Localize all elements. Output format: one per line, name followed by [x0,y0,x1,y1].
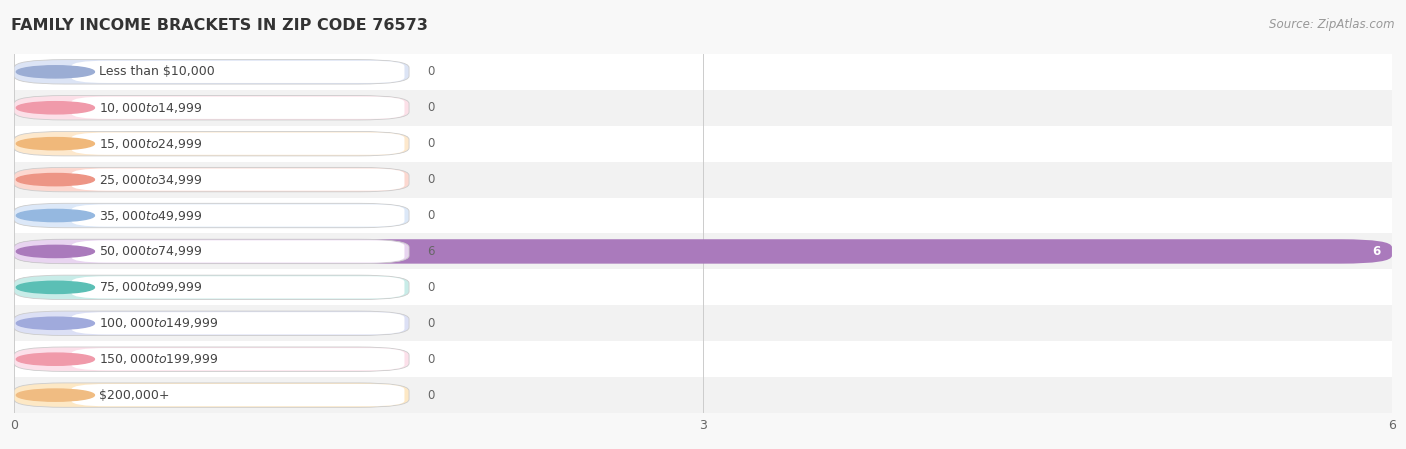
Bar [14,233,1392,269]
FancyBboxPatch shape [14,347,409,371]
Text: 6: 6 [427,245,434,258]
FancyBboxPatch shape [14,275,409,299]
FancyBboxPatch shape [14,132,409,156]
FancyBboxPatch shape [14,239,409,264]
Circle shape [17,173,94,186]
FancyBboxPatch shape [72,61,405,83]
Text: 0: 0 [427,281,434,294]
FancyBboxPatch shape [14,311,409,335]
Bar [14,269,1392,305]
FancyBboxPatch shape [72,168,405,191]
Circle shape [17,209,94,222]
Circle shape [17,101,94,114]
Bar [14,198,1392,233]
Circle shape [17,245,94,258]
Text: 0: 0 [427,353,434,365]
FancyBboxPatch shape [72,97,405,119]
Text: 0: 0 [427,173,434,186]
FancyBboxPatch shape [14,203,409,228]
Bar [14,377,1392,413]
Bar [14,126,1392,162]
Text: Source: ZipAtlas.com: Source: ZipAtlas.com [1270,18,1395,31]
Bar [14,54,1392,90]
FancyBboxPatch shape [14,60,409,84]
Bar [14,162,1392,198]
FancyBboxPatch shape [72,132,405,155]
FancyBboxPatch shape [14,383,409,407]
FancyBboxPatch shape [14,239,1392,264]
Text: $10,000 to $14,999: $10,000 to $14,999 [98,101,202,115]
FancyBboxPatch shape [14,167,409,192]
FancyBboxPatch shape [72,384,405,406]
FancyBboxPatch shape [72,276,405,299]
Text: $75,000 to $99,999: $75,000 to $99,999 [98,280,202,295]
FancyBboxPatch shape [72,240,405,263]
Circle shape [17,281,94,294]
Bar [14,305,1392,341]
FancyBboxPatch shape [72,204,405,227]
Text: Less than $10,000: Less than $10,000 [98,66,215,78]
Text: $25,000 to $34,999: $25,000 to $34,999 [98,172,202,187]
Text: 0: 0 [427,66,434,78]
Circle shape [17,66,94,78]
Text: 0: 0 [427,209,434,222]
FancyBboxPatch shape [72,348,405,370]
Text: $15,000 to $24,999: $15,000 to $24,999 [98,136,202,151]
Text: 6: 6 [1372,245,1381,258]
Text: 0: 0 [427,317,434,330]
Text: 0: 0 [427,101,434,114]
Circle shape [17,389,94,401]
Text: $100,000 to $149,999: $100,000 to $149,999 [98,316,218,330]
Text: $200,000+: $200,000+ [98,389,170,401]
Circle shape [17,353,94,365]
Circle shape [17,137,94,150]
Text: $50,000 to $74,999: $50,000 to $74,999 [98,244,202,259]
FancyBboxPatch shape [14,96,409,120]
Text: 0: 0 [427,137,434,150]
Text: $150,000 to $199,999: $150,000 to $199,999 [98,352,218,366]
Text: 0: 0 [427,389,434,401]
Bar [14,90,1392,126]
FancyBboxPatch shape [72,312,405,335]
Bar [14,341,1392,377]
Text: $35,000 to $49,999: $35,000 to $49,999 [98,208,202,223]
Text: FAMILY INCOME BRACKETS IN ZIP CODE 76573: FAMILY INCOME BRACKETS IN ZIP CODE 76573 [11,18,427,33]
Circle shape [17,317,94,330]
